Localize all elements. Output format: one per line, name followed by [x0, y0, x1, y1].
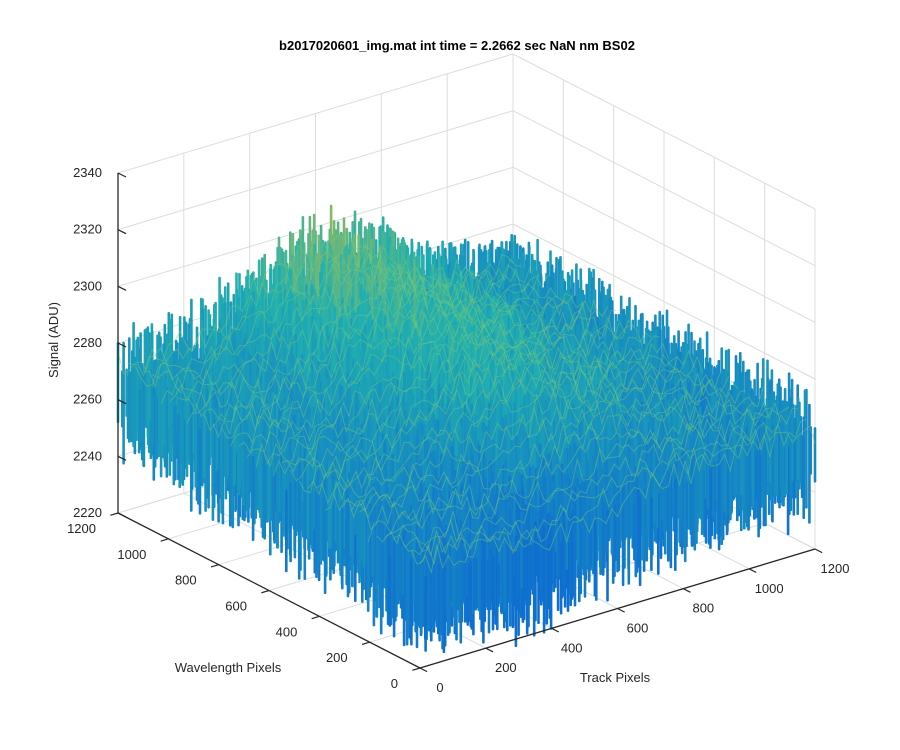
surface-layer [116, 204, 817, 654]
grid-line [512, 110, 816, 267]
grid-line [512, 166, 816, 323]
grid-line [512, 53, 816, 210]
grid-line [117, 110, 514, 231]
grid-line [512, 223, 816, 380]
grid-line [117, 53, 514, 174]
